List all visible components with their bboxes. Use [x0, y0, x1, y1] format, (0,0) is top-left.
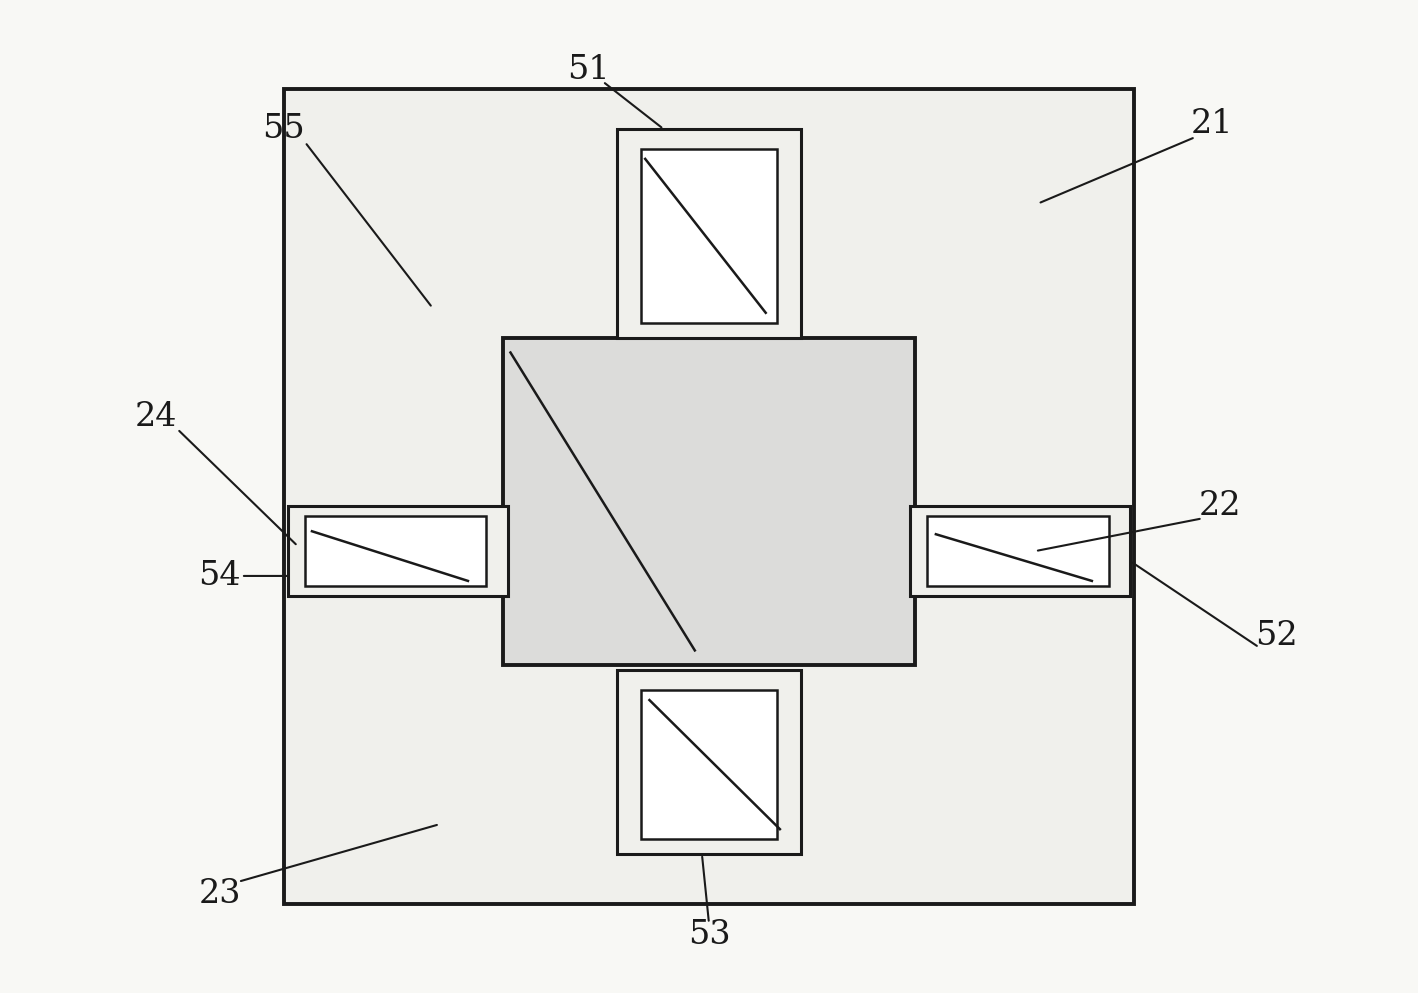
- Text: 21: 21: [1191, 108, 1234, 140]
- Bar: [305, 516, 486, 586]
- Bar: [641, 149, 777, 323]
- Bar: [288, 506, 508, 596]
- Bar: [927, 516, 1109, 586]
- Bar: [617, 670, 801, 854]
- Text: 53: 53: [688, 920, 730, 951]
- Text: 55: 55: [262, 113, 305, 145]
- Bar: [617, 129, 801, 338]
- Bar: [641, 690, 777, 839]
- Bar: [284, 89, 1134, 904]
- Text: 23: 23: [199, 878, 241, 910]
- Text: 51: 51: [567, 54, 610, 85]
- Bar: [503, 338, 915, 665]
- Text: 52: 52: [1255, 620, 1297, 651]
- Text: 54: 54: [199, 560, 241, 592]
- Bar: [910, 506, 1130, 596]
- Text: 24: 24: [135, 401, 177, 433]
- Text: 22: 22: [1198, 491, 1241, 522]
